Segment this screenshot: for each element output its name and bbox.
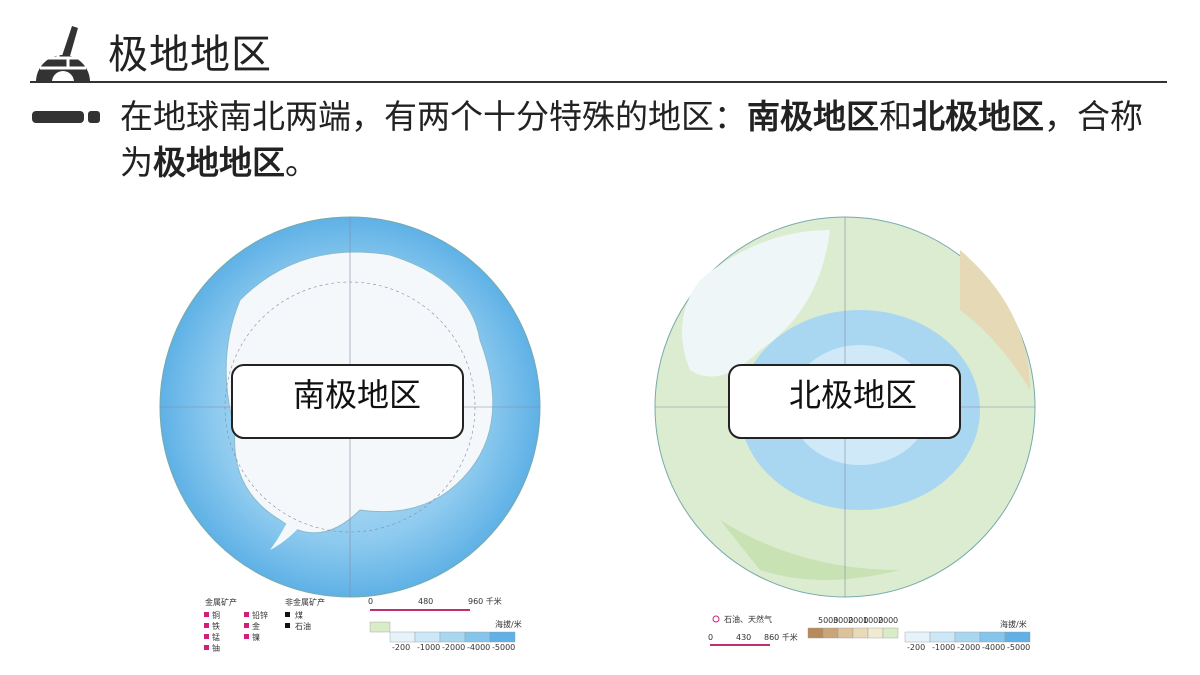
legend-swatch — [954, 631, 981, 643]
legend-symbol — [204, 623, 209, 628]
legend-item: 石油 — [295, 621, 311, 631]
scale-label: 860 千米 — [764, 632, 798, 642]
map-label: 南极地区 — [293, 376, 421, 414]
depth-label: -5000 — [492, 643, 515, 652]
legend-symbol — [244, 623, 249, 628]
legend-item: 铀 — [212, 643, 220, 653]
scale-label: 480 — [418, 597, 433, 606]
depth-label: -2000 — [442, 643, 465, 652]
intro-segment: 和 — [879, 97, 912, 136]
legend-swatch — [852, 627, 869, 639]
map-label: 北极地区 — [789, 376, 917, 414]
height-label: 0 — [893, 616, 898, 625]
height-label: 3000 — [833, 616, 853, 625]
intro-text: 在地球南北两端，有两个十分特殊的地区：南极地区和北极地区，合称为极地地区。 — [120, 94, 1170, 186]
igloo-icon — [36, 26, 90, 82]
legend-item: 铁 — [212, 621, 220, 631]
legend-symbol — [204, 645, 209, 650]
intro-segment: 北极地区 — [912, 97, 1044, 136]
legend-symbol — [244, 612, 249, 617]
legend-symbol — [204, 634, 209, 639]
legend-item: 金 — [252, 621, 260, 631]
scale-label: 960 千米 — [468, 596, 502, 606]
height-label: 5000 — [818, 616, 838, 625]
label-box — [231, 364, 464, 439]
depth-label: -200 — [392, 643, 410, 652]
legend-swatch — [867, 627, 884, 639]
legend-symbol — [204, 612, 209, 617]
legend-item: 镍 — [252, 632, 260, 642]
scale-label: 0 — [708, 633, 713, 642]
legend-swatch — [822, 627, 839, 639]
legend-item: 石油、天然气 — [724, 614, 772, 624]
legend-swatch — [979, 631, 1006, 643]
title: 极地地区 — [108, 32, 272, 78]
scale-label: 430 — [736, 633, 751, 642]
legend-swatch — [464, 631, 491, 643]
depth-label: -1000 — [417, 643, 440, 652]
legend-swatch — [807, 627, 824, 639]
legend-symbol — [244, 634, 249, 639]
legend-item: 铜 — [212, 610, 220, 620]
bullet-icon — [32, 111, 100, 123]
legend-swatch — [882, 627, 899, 639]
legend-swatch — [369, 621, 391, 633]
intro-segment: 极地地区 — [153, 143, 285, 182]
intro-segment: ，合称为 — [120, 97, 1143, 182]
intro-segment: 南极地区 — [747, 97, 879, 136]
height-label: 2000 — [848, 616, 868, 625]
legend-swatch — [489, 631, 516, 643]
height-label: 1000 — [863, 616, 883, 625]
height-label: 200 — [878, 616, 893, 625]
legend-title: 非金属矿产 — [285, 597, 325, 607]
depth-label: -1000 — [932, 643, 955, 652]
depth-label: -4000 — [467, 643, 490, 652]
intro-segment: 。 — [285, 143, 318, 182]
legend-title: 金属矿产 — [205, 597, 237, 607]
legend-swatch — [837, 627, 854, 639]
legend-swatch — [904, 631, 931, 643]
legend-title: 海拔/米 — [1000, 619, 1027, 629]
legend-symbol — [712, 615, 720, 623]
legend-symbol — [285, 612, 290, 617]
legend-item: 锰 — [212, 632, 220, 642]
legend-item: 铅锌 — [252, 610, 268, 620]
intro-segment: 在地球南北两端，有两个十分特殊的地区： — [120, 97, 747, 136]
depth-label: -2000 — [957, 643, 980, 652]
legend-item: 煤 — [295, 610, 303, 620]
depth-label: -4000 — [982, 643, 1005, 652]
legend-swatch — [439, 631, 466, 643]
legend-swatch — [414, 631, 441, 643]
depth-label: -200 — [907, 643, 925, 652]
divider — [30, 81, 1167, 83]
scale-label: 0 — [368, 597, 373, 606]
legend-title: 海拔/米 — [495, 619, 522, 629]
legend-swatch — [929, 631, 956, 643]
legend-symbol — [285, 623, 290, 628]
depth-label: -5000 — [1007, 643, 1030, 652]
legend-swatch — [1004, 631, 1031, 643]
label-box — [728, 364, 961, 439]
legend-swatch — [389, 631, 416, 643]
